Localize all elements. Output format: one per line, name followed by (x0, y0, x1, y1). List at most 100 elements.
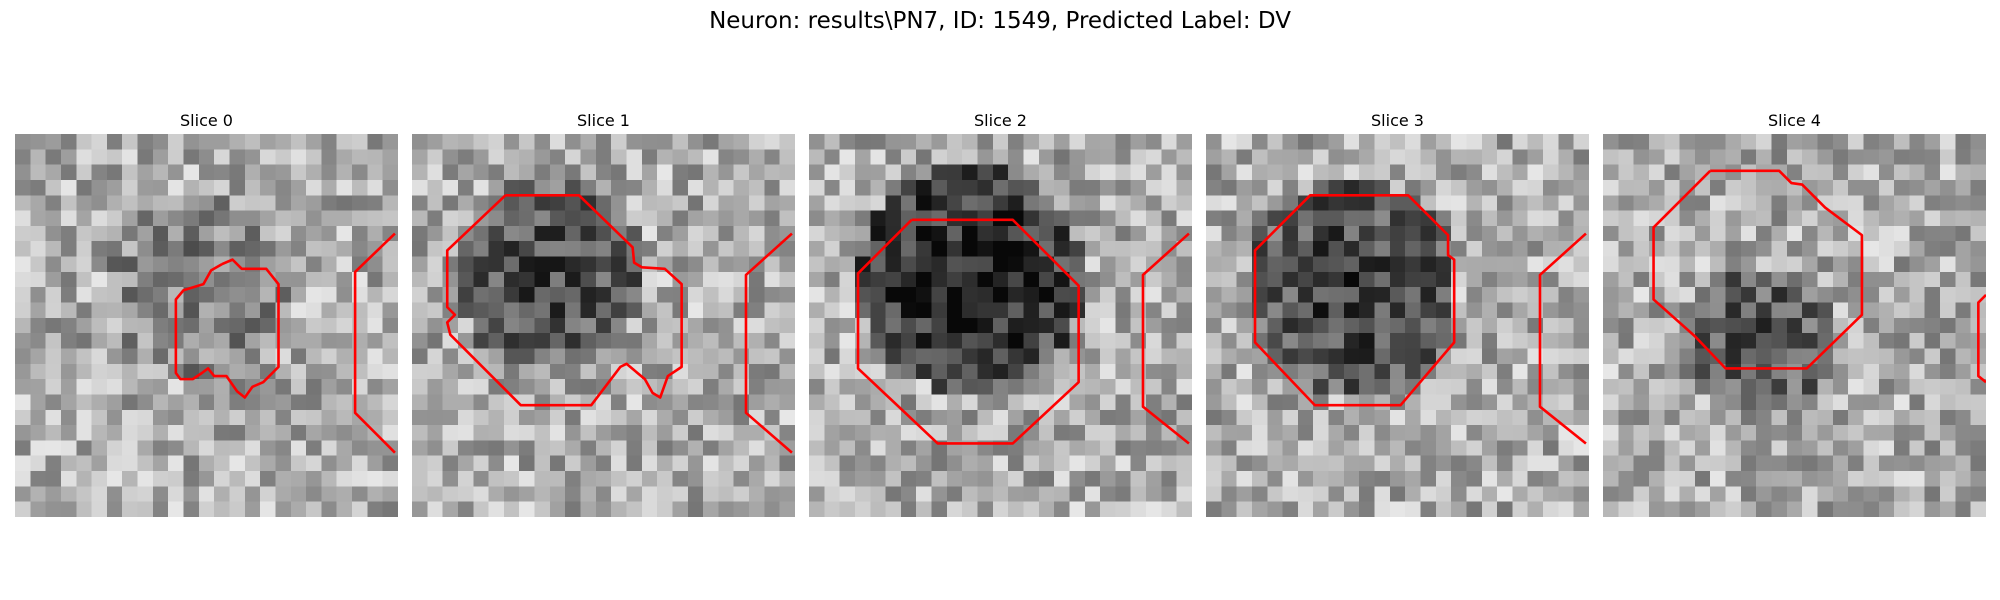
pixel (1664, 425, 1680, 441)
pixel (718, 471, 735, 487)
pixel (1313, 317, 1329, 334)
pixel (1664, 348, 1680, 365)
pixel (687, 256, 704, 273)
pixel (1527, 164, 1544, 181)
pixel (1817, 302, 1834, 319)
pixel (1343, 333, 1360, 349)
pixel (1970, 394, 1986, 411)
pixel (382, 455, 398, 472)
pixel (442, 195, 459, 211)
pixel (580, 225, 597, 242)
pixel (718, 302, 735, 319)
pixel (900, 317, 917, 334)
pixel (1389, 134, 1406, 150)
pixel (91, 164, 108, 181)
pixel (1038, 179, 1055, 196)
pixel (15, 379, 31, 395)
pixel (641, 425, 658, 441)
pixel (1359, 179, 1375, 196)
pixel (854, 179, 871, 196)
pixel (1389, 501, 1406, 517)
pixel (473, 302, 489, 319)
pixel (488, 317, 505, 334)
pixel (1008, 486, 1024, 502)
pixel (1497, 241, 1513, 257)
pixel (733, 471, 750, 487)
pixel (534, 317, 551, 334)
pixel (1710, 379, 1726, 395)
pixel (183, 225, 200, 242)
pixel (809, 486, 825, 502)
pixel (1389, 455, 1406, 472)
pixel (1802, 287, 1818, 303)
pixel (1420, 271, 1437, 288)
pixel (1267, 379, 1283, 395)
pixel (275, 394, 292, 411)
pixel (1802, 256, 1818, 273)
pixel (1970, 287, 1986, 303)
pixel (352, 256, 368, 273)
pixel (626, 379, 643, 395)
pixel (1374, 195, 1391, 211)
pixel (1848, 455, 1864, 472)
pixel (992, 302, 1009, 319)
pixel (122, 379, 138, 395)
pixel (275, 501, 292, 517)
pixel (1313, 501, 1329, 517)
pixel (1008, 149, 1024, 165)
pixel (457, 179, 474, 196)
pixel (306, 149, 322, 165)
pixel (76, 195, 92, 211)
pixel (1146, 179, 1162, 196)
pixel (1543, 471, 1559, 487)
pixel (1100, 455, 1116, 472)
pixel (91, 425, 108, 441)
pixel (290, 241, 307, 257)
pixel (1633, 409, 1650, 426)
pixel (611, 471, 627, 487)
pixel (1359, 241, 1375, 257)
pixel (1740, 256, 1757, 273)
pixel (703, 287, 719, 303)
pixel (427, 348, 443, 365)
pixel (626, 149, 643, 165)
pixel (1146, 302, 1162, 319)
pixel (1924, 134, 1941, 150)
pixel (1435, 287, 1452, 303)
pixel (1955, 425, 1971, 441)
pixel (336, 241, 353, 257)
pixel (839, 149, 856, 165)
pixel (473, 394, 489, 411)
pixel (1694, 241, 1711, 257)
pixel (1710, 333, 1726, 349)
pixel (1176, 501, 1192, 517)
pixel (275, 225, 292, 242)
pixel (1771, 379, 1788, 395)
pixel (1297, 149, 1314, 165)
pixel (1267, 241, 1283, 257)
pixel (718, 440, 735, 457)
pixel (962, 256, 978, 273)
pixel (764, 333, 780, 349)
pixel (1618, 134, 1634, 150)
pixel (809, 363, 825, 380)
pixel (779, 333, 795, 349)
pixel (549, 379, 566, 395)
pixel (1740, 287, 1757, 303)
pixel (946, 241, 963, 257)
pixel (1451, 210, 1467, 227)
pixel (946, 302, 963, 319)
pixel (290, 486, 307, 502)
pixel (260, 440, 276, 457)
pixel (106, 287, 123, 303)
pixel (1146, 333, 1162, 349)
pixel (1970, 271, 1986, 288)
pixel (1420, 379, 1437, 395)
pixel (1420, 394, 1437, 411)
pixel (1374, 394, 1391, 411)
pixel (1176, 256, 1192, 273)
pixel (290, 425, 307, 441)
pixel (321, 271, 338, 288)
pixel (703, 271, 719, 288)
pixel (244, 363, 261, 380)
